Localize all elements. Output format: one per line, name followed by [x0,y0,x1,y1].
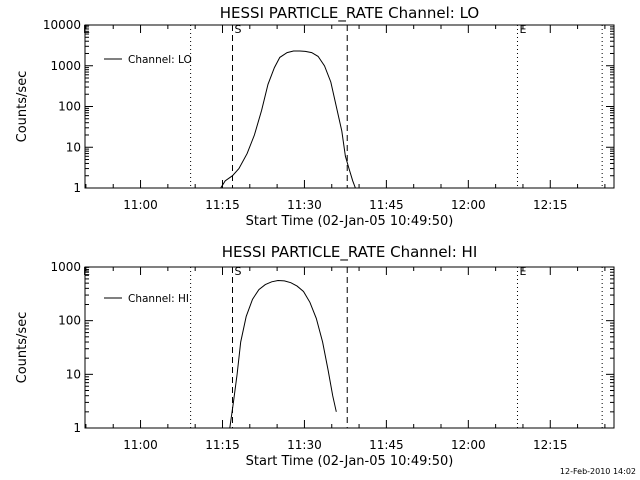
y-axis-label: Counts/sec [15,312,30,384]
y-tick-label: 100 [58,100,81,114]
marker-label: E [519,265,526,278]
x-tick-label: 11:45 [369,198,404,212]
series-line-lo [207,50,359,189]
chart-title: HESSI PARTICLE_RATE Channel: LO [220,4,479,23]
legend-entry: Channel: LO [128,54,192,66]
x-tick-label: 11:45 [369,438,404,452]
x-tick-label: 11:15 [205,198,240,212]
x-tick-label: 12:15 [533,438,568,452]
y-tick-label: 1000 [50,59,81,73]
corner-mark-label: E [83,265,90,278]
y-tick-label: 1 [73,421,81,435]
y-tick-label: 100 [58,314,81,328]
panel-lo: HESSI PARTICLE_RATE Channel: LO Counts/se… [15,4,615,229]
panel-hi: HESSI PARTICLE_RATE Channel: HI Counts/se… [15,243,615,469]
plot-frame [84,266,615,429]
x-tick-label: 11:00 [123,198,158,212]
x-tick-label: 11:30 [287,198,322,212]
marker-label: S [235,265,242,278]
x-tick-label: 12:15 [533,198,568,212]
y-tick-label: 1000 [50,260,81,274]
plot-frame [84,24,615,189]
x-tick-label: 11:15 [205,438,240,452]
corner-mark-label: E [83,23,90,36]
x-tick-label: 11:00 [123,438,158,452]
x-tick-label: 12:00 [451,198,486,212]
y-axis-label: Counts/sec [15,71,30,143]
x-axis-label: Start Time (02-Jan-05 10:49:50) [246,214,454,229]
marker-label: E [519,23,526,36]
legend-entry: Channel: HI [128,293,189,305]
series-line-hi [229,279,337,429]
y-tick-label: 10000 [43,18,81,32]
y-tick-label: 10 [66,140,81,154]
chart-title: HESSI PARTICLE_RATE Channel: HI [222,243,478,262]
timestamp-label: 12-Feb-2010 14:02 [560,467,636,476]
x-tick-label: 11:30 [287,438,322,452]
y-tick-label: 10 [66,367,81,381]
y-tick-label: 1 [73,181,81,195]
x-tick-label: 12:00 [451,438,486,452]
x-axis-label: Start Time (02-Jan-05 10:49:50) [246,454,454,469]
marker-label: S [235,23,242,36]
